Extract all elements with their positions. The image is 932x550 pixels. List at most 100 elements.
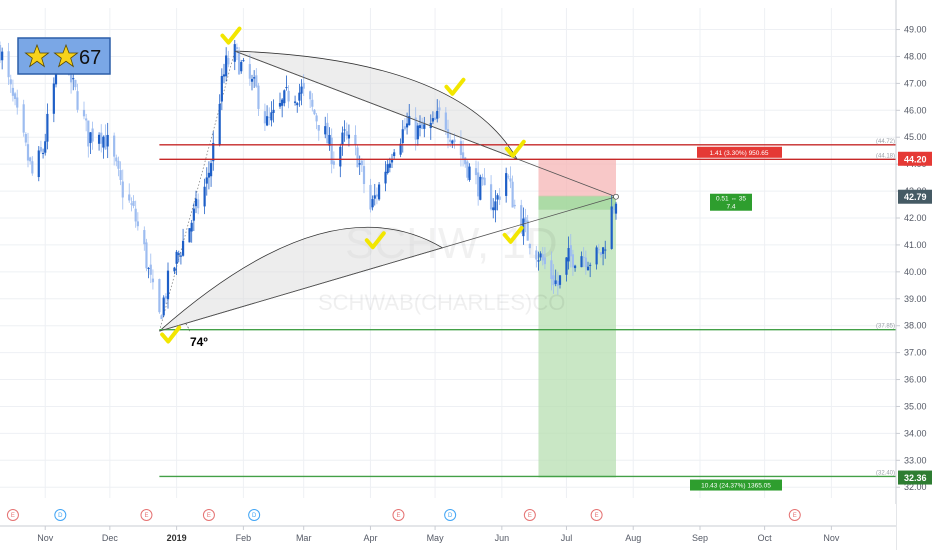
x-tick-label: 2019 — [167, 533, 187, 543]
ratio-info-box — [710, 193, 752, 211]
candle-body — [268, 116, 271, 118]
profit-target-zone — [538, 196, 616, 478]
candle-body — [479, 176, 482, 200]
stop-info-label: 1.41 (3.30%) 950.65 — [710, 150, 769, 157]
candle-body — [537, 260, 540, 262]
candle-body — [177, 253, 180, 255]
candle-body — [192, 208, 195, 221]
candle-body — [390, 158, 394, 163]
candle-body — [552, 275, 555, 286]
candle-body — [113, 135, 116, 157]
y-tick-label: 40.00 — [904, 267, 927, 277]
horizontal-levels[interactable]: (44.72) (44.18) (37.85) (32.40) — [159, 139, 896, 478]
candle-body — [339, 146, 342, 167]
target-info-box — [690, 479, 782, 491]
candle-body — [209, 163, 213, 177]
candle-body — [393, 152, 396, 157]
trendlines[interactable] — [159, 50, 619, 332]
watermark-name: SCHWAB(CHARLES)CO — [318, 290, 565, 315]
candle-body — [388, 163, 391, 168]
candle-body — [459, 141, 463, 156]
candle-body — [589, 264, 592, 266]
candle-body — [173, 267, 176, 272]
candle-body — [121, 181, 124, 198]
candle-body — [164, 296, 167, 299]
level-label-resistance-upper: (44.72) — [876, 139, 895, 145]
candle-body — [584, 257, 587, 268]
trendline-2 — [234, 50, 617, 198]
candle-body — [347, 134, 351, 139]
candle-body — [203, 186, 206, 207]
candle-body — [453, 139, 456, 143]
candle-body — [54, 66, 58, 85]
candle-body — [565, 257, 568, 275]
candle-body — [248, 64, 251, 79]
star-icon — [53, 43, 79, 68]
lower-arc — [159, 226, 444, 332]
ratio-info-line1: 0.51 ⇔ 35 — [716, 196, 746, 203]
candles[interactable] — [0, 40, 618, 320]
candle-body — [218, 103, 221, 146]
candle-body — [444, 112, 447, 130]
candle-body — [317, 124, 320, 131]
candle-body — [373, 195, 376, 199]
y-tick-label: 32.00 — [904, 482, 927, 492]
price-badge — [898, 189, 932, 204]
candle-body — [119, 170, 122, 181]
candle-body — [250, 78, 254, 82]
candle-body — [225, 55, 228, 77]
candle-body — [197, 199, 200, 209]
candle-body — [106, 134, 109, 147]
candle-body — [175, 251, 178, 264]
y-tick-label: 34.00 — [904, 428, 927, 438]
candle-body — [399, 143, 402, 155]
candle-body — [558, 275, 562, 285]
stop-info-box — [697, 146, 782, 158]
candle-body — [597, 249, 600, 251]
candle-body — [423, 124, 426, 129]
candle-body — [586, 266, 590, 271]
candle-body — [345, 131, 348, 136]
x-tick-label: Nov — [823, 533, 840, 543]
earnings-marker — [788, 509, 801, 521]
target-info-label: 10.43 (24.37%) 1365.05 — [701, 483, 771, 490]
candle-body — [194, 198, 198, 207]
candle-body — [272, 109, 275, 113]
stop-loss-zone — [538, 158, 616, 197]
candle-body — [433, 117, 437, 120]
candle-body — [242, 60, 245, 62]
candle-body — [283, 90, 286, 104]
candle-body — [416, 125, 419, 140]
candle-body — [580, 256, 583, 268]
star-icon — [24, 43, 50, 68]
x-tick-label: Aug — [625, 533, 641, 543]
earnings-marker-label: E — [396, 513, 400, 519]
x-tick-label: Sep — [692, 533, 708, 543]
candle-body — [524, 217, 527, 223]
candle-body — [233, 44, 236, 62]
candle-body — [147, 267, 150, 269]
candle-body — [128, 194, 131, 201]
y-tick-label: 49.00 — [904, 25, 927, 35]
candle-body — [9, 79, 12, 85]
candle-body — [97, 134, 101, 144]
candle-body — [604, 249, 607, 251]
candle-body — [222, 74, 226, 77]
candle-body — [505, 173, 508, 196]
candle-body — [449, 139, 452, 142]
candle-body — [285, 87, 288, 89]
earnings-marker — [590, 509, 603, 521]
position-labels: 1.41 (3.30%) 950.65 0.51 ⇔ 357.4 10.43 (24… — [690, 146, 782, 491]
candle-body — [509, 178, 512, 182]
candle-body — [302, 82, 305, 89]
candle-body — [554, 280, 557, 284]
y-tick-label: 48.00 — [904, 51, 927, 61]
angle-arc — [185, 322, 190, 332]
x-tick-label: Apr — [363, 533, 377, 543]
candle-body — [309, 91, 312, 100]
y-tick-label: 46.00 — [904, 105, 927, 115]
candle-body — [369, 184, 372, 210]
candle-body — [494, 201, 497, 211]
